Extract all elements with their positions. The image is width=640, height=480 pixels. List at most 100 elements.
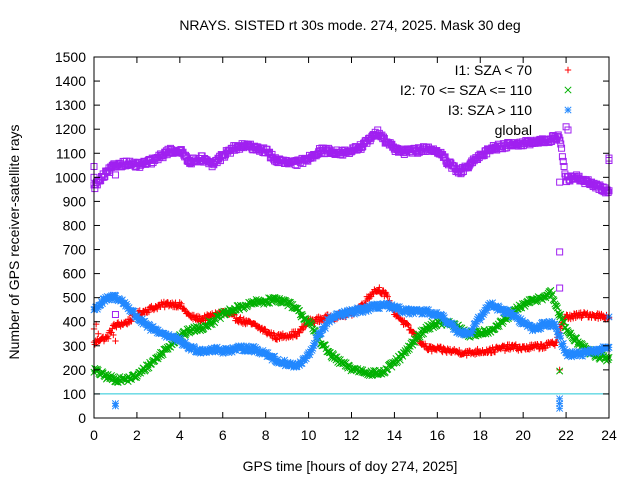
series-1-point xyxy=(405,322,412,329)
legend-label-1: I1: SZA < 70 xyxy=(455,62,533,78)
series-4-point xyxy=(560,163,568,171)
series-4-point xyxy=(480,152,488,160)
x-axis-label: GPS time [hours of doy 274, 2025] xyxy=(243,458,458,474)
series-3-point xyxy=(311,340,319,348)
y-tick-label: 900 xyxy=(63,193,87,209)
series-4-point xyxy=(603,186,611,194)
y-tick-label: 200 xyxy=(63,362,87,378)
series-4-outlier xyxy=(111,171,119,179)
series-1-point xyxy=(376,284,383,291)
y-tick-label: 700 xyxy=(63,242,87,258)
x-tick-label: 20 xyxy=(515,427,531,443)
legend-label-3: I3: SZA > 110 xyxy=(448,102,532,118)
series-4 xyxy=(90,123,613,319)
series-3-point xyxy=(559,339,567,348)
series-1-point xyxy=(154,305,161,313)
series-1-point xyxy=(296,329,303,337)
y-tick-label: 1400 xyxy=(55,73,86,89)
series-1-point xyxy=(383,291,391,299)
series-1-point xyxy=(202,317,209,324)
y-tick-label: 400 xyxy=(63,314,87,330)
series-2-point xyxy=(548,292,556,300)
y-tick-label: 800 xyxy=(63,217,87,233)
series-3 xyxy=(90,291,613,412)
series-2-point xyxy=(548,290,556,298)
series-1-point xyxy=(181,306,188,313)
legend-label-2: I2: 70 <= SZA <= 110 xyxy=(400,82,532,98)
series-1-point xyxy=(178,300,185,308)
series-1-point xyxy=(128,318,135,325)
x-tick-label: 2 xyxy=(133,427,141,443)
y-tick-label: 0 xyxy=(78,410,86,426)
legend-marker-1 xyxy=(564,66,572,74)
series-4-outlier xyxy=(111,311,119,319)
x-tick-label: 14 xyxy=(387,427,403,443)
series-3-outlier xyxy=(556,404,564,412)
series-3-outlier xyxy=(111,402,120,410)
series-4-outlier xyxy=(556,248,564,256)
x-tick-label: 24 xyxy=(601,427,617,443)
series-1-point xyxy=(127,317,134,324)
x-tick-label: 18 xyxy=(472,427,488,443)
series-1-point xyxy=(551,342,559,349)
series-3-point xyxy=(557,334,565,342)
series-1-point xyxy=(311,320,318,327)
legend-label-4: global xyxy=(495,122,532,138)
series-1-point xyxy=(161,303,168,311)
series-2-point xyxy=(400,349,408,357)
legend-marker-3 xyxy=(564,106,572,114)
series-1-outlier xyxy=(110,331,117,339)
series-1-point xyxy=(104,335,112,342)
series-1-point xyxy=(506,346,514,353)
series-4-outlier xyxy=(556,178,564,186)
series-2-outlier xyxy=(556,367,564,375)
series-4-point xyxy=(182,153,190,161)
series-4-point xyxy=(557,140,565,148)
series-4-point xyxy=(556,136,564,144)
legend: I1: SZA < 70 I2: 70 <= SZA <= 110 I3: SZA … xyxy=(400,62,572,138)
y-tick-label: 500 xyxy=(63,290,87,306)
series-1-outlier xyxy=(95,330,102,337)
y-tick-label: 1100 xyxy=(56,145,86,161)
series-2-point xyxy=(559,318,567,326)
x-tick-label: 8 xyxy=(262,427,270,443)
series-2-point xyxy=(553,302,561,310)
y-tick-label: 1000 xyxy=(55,169,86,185)
series-2-point xyxy=(295,306,304,315)
series-1-outlier xyxy=(556,366,563,374)
y-axis-label: Number of GPS receiver-satellite rays xyxy=(6,125,22,360)
y-tick-label: 1300 xyxy=(55,97,86,113)
chart-title: NRAYS. SISTED rt 30s mode. 274, 2025. Ma… xyxy=(179,17,520,33)
series-1-point xyxy=(512,341,520,348)
axes: 0100200300400500600700800900100011001200… xyxy=(55,49,617,443)
y-tick-label: 1200 xyxy=(55,121,86,137)
legend-marker-4 xyxy=(564,126,572,134)
y-tick-label: 300 xyxy=(63,338,87,354)
plot-area xyxy=(90,123,613,412)
series-1-point xyxy=(261,325,268,333)
series-4-point xyxy=(558,153,566,161)
x-tick-label: 16 xyxy=(430,427,446,443)
series-1-point xyxy=(262,326,269,333)
series-4-point xyxy=(464,164,472,172)
x-tick-label: 22 xyxy=(558,427,574,443)
y-tick-label: 100 xyxy=(63,386,87,402)
series-1-point xyxy=(518,346,525,354)
x-tick-label: 12 xyxy=(344,427,360,443)
series-1-point xyxy=(456,346,463,354)
series-4-outlier xyxy=(556,284,564,292)
series-1-point xyxy=(384,293,391,300)
x-tick-label: 6 xyxy=(219,427,227,443)
x-tick-label: 10 xyxy=(301,427,317,443)
series-1-point xyxy=(237,314,244,321)
x-tick-label: 0 xyxy=(90,427,98,443)
series-2-point xyxy=(163,343,171,351)
series-4-point xyxy=(553,132,561,140)
series-4-point xyxy=(559,157,567,165)
series-2-point xyxy=(155,352,163,361)
y-tick-label: 1500 xyxy=(55,49,86,65)
y-tick-label: 600 xyxy=(63,266,87,282)
legend-marker-2 xyxy=(564,86,572,94)
series-1-outlier xyxy=(112,337,119,345)
